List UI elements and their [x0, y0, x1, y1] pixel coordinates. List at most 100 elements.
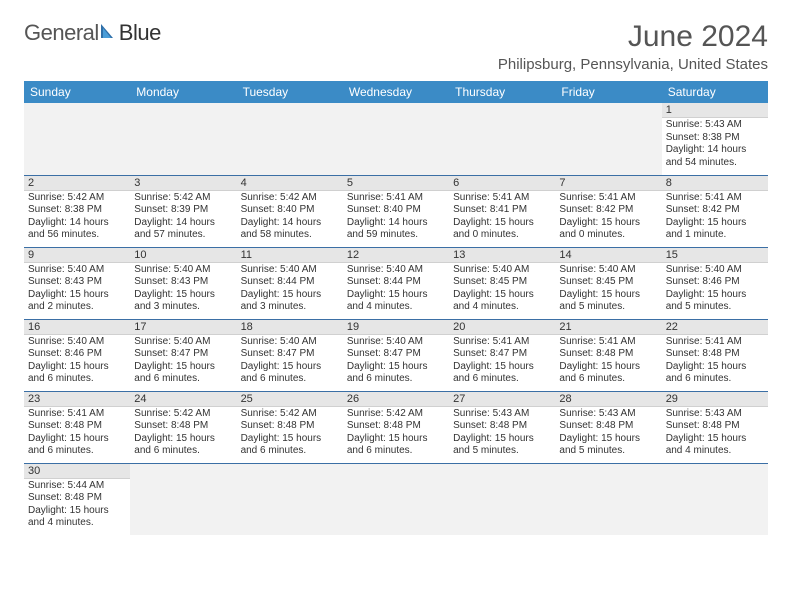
daylight-text: Daylight: 14 hours and 54 minutes.	[666, 144, 764, 169]
sunset-text: Sunset: 8:42 PM	[666, 204, 764, 217]
day-details: Sunrise: 5:40 AMSunset: 8:46 PMDaylight:…	[662, 263, 768, 316]
daylight-text: Daylight: 14 hours and 56 minutes.	[28, 217, 126, 242]
day-number: 3	[130, 176, 236, 191]
sunrise-text: Sunrise: 5:41 AM	[347, 192, 445, 205]
day-header: Wednesday	[343, 81, 449, 103]
day-number: 25	[237, 392, 343, 407]
calendar-empty-cell	[662, 463, 768, 535]
calendar-empty-cell	[130, 463, 236, 535]
title-block: June 2024 Philipsburg, Pennsylvania, Uni…	[498, 20, 768, 73]
sunrise-text: Sunrise: 5:41 AM	[559, 192, 657, 205]
sunset-text: Sunset: 8:42 PM	[559, 204, 657, 217]
day-number: 22	[662, 320, 768, 335]
day-details: Sunrise: 5:44 AMSunset: 8:48 PMDaylight:…	[24, 479, 130, 532]
sunrise-text: Sunrise: 5:42 AM	[347, 408, 445, 421]
day-header: Thursday	[449, 81, 555, 103]
daylight-text: Daylight: 15 hours and 4 minutes.	[28, 505, 126, 530]
day-details: Sunrise: 5:40 AMSunset: 8:44 PMDaylight:…	[343, 263, 449, 316]
sunrise-text: Sunrise: 5:41 AM	[666, 192, 764, 205]
calendar-empty-cell	[343, 103, 449, 175]
day-number: 11	[237, 248, 343, 263]
calendar-day-cell: 16Sunrise: 5:40 AMSunset: 8:46 PMDayligh…	[24, 319, 130, 391]
sunset-text: Sunset: 8:47 PM	[241, 348, 339, 361]
daylight-text: Daylight: 15 hours and 6 minutes.	[241, 361, 339, 386]
calendar-empty-cell	[555, 103, 661, 175]
sunset-text: Sunset: 8:46 PM	[666, 276, 764, 289]
sunrise-text: Sunrise: 5:40 AM	[666, 264, 764, 277]
day-details: Sunrise: 5:42 AMSunset: 8:38 PMDaylight:…	[24, 191, 130, 244]
day-header: Sunday	[24, 81, 130, 103]
sunset-text: Sunset: 8:43 PM	[28, 276, 126, 289]
sunset-text: Sunset: 8:48 PM	[666, 420, 764, 433]
daylight-text: Daylight: 15 hours and 2 minutes.	[28, 289, 126, 314]
daylight-text: Daylight: 15 hours and 0 minutes.	[559, 217, 657, 242]
calendar-day-cell: 28Sunrise: 5:43 AMSunset: 8:48 PMDayligh…	[555, 391, 661, 463]
calendar-week-row: 23Sunrise: 5:41 AMSunset: 8:48 PMDayligh…	[24, 391, 768, 463]
day-details: Sunrise: 5:42 AMSunset: 8:48 PMDaylight:…	[237, 407, 343, 460]
calendar-day-cell: 12Sunrise: 5:40 AMSunset: 8:44 PMDayligh…	[343, 247, 449, 319]
sunset-text: Sunset: 8:48 PM	[241, 420, 339, 433]
day-number: 30	[24, 464, 130, 479]
day-number: 28	[555, 392, 661, 407]
daylight-text: Daylight: 15 hours and 4 minutes.	[347, 289, 445, 314]
calendar-day-cell: 24Sunrise: 5:42 AMSunset: 8:48 PMDayligh…	[130, 391, 236, 463]
daylight-text: Daylight: 15 hours and 0 minutes.	[453, 217, 551, 242]
calendar-day-cell: 18Sunrise: 5:40 AMSunset: 8:47 PMDayligh…	[237, 319, 343, 391]
sunrise-text: Sunrise: 5:43 AM	[559, 408, 657, 421]
sunrise-text: Sunrise: 5:40 AM	[28, 336, 126, 349]
day-number: 9	[24, 248, 130, 263]
calendar-day-cell: 15Sunrise: 5:40 AMSunset: 8:46 PMDayligh…	[662, 247, 768, 319]
calendar-day-cell: 8Sunrise: 5:41 AMSunset: 8:42 PMDaylight…	[662, 175, 768, 247]
sunrise-text: Sunrise: 5:42 AM	[134, 408, 232, 421]
daylight-text: Daylight: 14 hours and 58 minutes.	[241, 217, 339, 242]
calendar-empty-cell	[449, 463, 555, 535]
day-details: Sunrise: 5:40 AMSunset: 8:43 PMDaylight:…	[24, 263, 130, 316]
sunset-text: Sunset: 8:45 PM	[559, 276, 657, 289]
day-details: Sunrise: 5:41 AMSunset: 8:42 PMDaylight:…	[555, 191, 661, 244]
day-details: Sunrise: 5:40 AMSunset: 8:47 PMDaylight:…	[130, 335, 236, 388]
daylight-text: Daylight: 14 hours and 59 minutes.	[347, 217, 445, 242]
day-number: 19	[343, 320, 449, 335]
calendar-day-cell: 9Sunrise: 5:40 AMSunset: 8:43 PMDaylight…	[24, 247, 130, 319]
day-number: 20	[449, 320, 555, 335]
day-details: Sunrise: 5:42 AMSunset: 8:40 PMDaylight:…	[237, 191, 343, 244]
day-number: 16	[24, 320, 130, 335]
day-details: Sunrise: 5:40 AMSunset: 8:44 PMDaylight:…	[237, 263, 343, 316]
sunset-text: Sunset: 8:48 PM	[559, 348, 657, 361]
day-number: 7	[555, 176, 661, 191]
daylight-text: Daylight: 15 hours and 6 minutes.	[28, 433, 126, 458]
calendar-week-row: 9Sunrise: 5:40 AMSunset: 8:43 PMDaylight…	[24, 247, 768, 319]
sunset-text: Sunset: 8:40 PM	[241, 204, 339, 217]
day-number: 18	[237, 320, 343, 335]
day-details: Sunrise: 5:42 AMSunset: 8:48 PMDaylight:…	[343, 407, 449, 460]
day-details: Sunrise: 5:40 AMSunset: 8:45 PMDaylight:…	[449, 263, 555, 316]
sunset-text: Sunset: 8:48 PM	[453, 420, 551, 433]
location-subtitle: Philipsburg, Pennsylvania, United States	[498, 56, 768, 73]
daylight-text: Daylight: 15 hours and 5 minutes.	[453, 433, 551, 458]
day-details: Sunrise: 5:40 AMSunset: 8:45 PMDaylight:…	[555, 263, 661, 316]
calendar-empty-cell	[130, 103, 236, 175]
sunset-text: Sunset: 8:44 PM	[347, 276, 445, 289]
sunrise-text: Sunrise: 5:40 AM	[559, 264, 657, 277]
sunrise-text: Sunrise: 5:41 AM	[666, 336, 764, 349]
day-number: 10	[130, 248, 236, 263]
day-number: 29	[662, 392, 768, 407]
calendar-day-cell: 30Sunrise: 5:44 AMSunset: 8:48 PMDayligh…	[24, 463, 130, 535]
calendar-day-cell: 20Sunrise: 5:41 AMSunset: 8:47 PMDayligh…	[449, 319, 555, 391]
day-number: 27	[449, 392, 555, 407]
calendar-header-row: SundayMondayTuesdayWednesdayThursdayFrid…	[24, 81, 768, 103]
sunset-text: Sunset: 8:38 PM	[666, 132, 764, 145]
day-details: Sunrise: 5:43 AMSunset: 8:48 PMDaylight:…	[555, 407, 661, 460]
calendar-day-cell: 29Sunrise: 5:43 AMSunset: 8:48 PMDayligh…	[662, 391, 768, 463]
calendar-day-cell: 1Sunrise: 5:43 AMSunset: 8:38 PMDaylight…	[662, 103, 768, 175]
day-number: 15	[662, 248, 768, 263]
daylight-text: Daylight: 15 hours and 5 minutes.	[559, 433, 657, 458]
day-details: Sunrise: 5:40 AMSunset: 8:47 PMDaylight:…	[237, 335, 343, 388]
day-details: Sunrise: 5:41 AMSunset: 8:42 PMDaylight:…	[662, 191, 768, 244]
sunset-text: Sunset: 8:48 PM	[28, 492, 126, 505]
day-number: 2	[24, 176, 130, 191]
daylight-text: Daylight: 15 hours and 4 minutes.	[666, 433, 764, 458]
day-number: 23	[24, 392, 130, 407]
sunset-text: Sunset: 8:47 PM	[134, 348, 232, 361]
daylight-text: Daylight: 15 hours and 5 minutes.	[559, 289, 657, 314]
